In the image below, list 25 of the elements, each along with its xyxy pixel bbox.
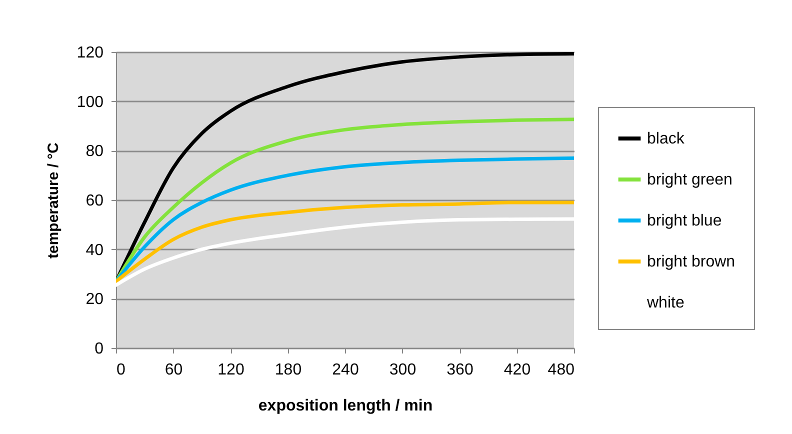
- y-tick-label: 60: [86, 192, 104, 210]
- y-axis-title: temperature / °C: [44, 142, 62, 259]
- x-axis-title: exposition length / min: [258, 398, 433, 414]
- line-series: [116, 200, 574, 284]
- x-tick-label: 480: [548, 362, 575, 378]
- x-tick-label: 300: [389, 362, 416, 378]
- y-tick-label: 120: [76, 44, 104, 62]
- y-tick-label: 0: [94, 340, 104, 358]
- y-tick-label: 100: [76, 94, 104, 111]
- x-tick-label: 60: [164, 362, 183, 378]
- legend-label: bright brown: [647, 254, 736, 270]
- x-tick-label: 0: [116, 362, 126, 378]
- x-tick-label: 240: [332, 362, 359, 378]
- y-tick-label: 40: [86, 242, 104, 259]
- legend-label: bright blue: [647, 212, 722, 230]
- text: white: [646, 294, 684, 312]
- line-series: [116, 217, 574, 287]
- legend-label: bright green: [647, 172, 732, 188]
- x-tick-label: 360: [446, 362, 474, 378]
- y-tick-label: 80: [86, 143, 104, 160]
- x-tick-label: 420: [504, 362, 531, 378]
- x-tick-label: 120: [218, 362, 244, 378]
- y-tick-label: 20: [86, 291, 104, 308]
- x-tick-label: 180: [274, 362, 302, 378]
- legend-label: black: [647, 130, 686, 148]
